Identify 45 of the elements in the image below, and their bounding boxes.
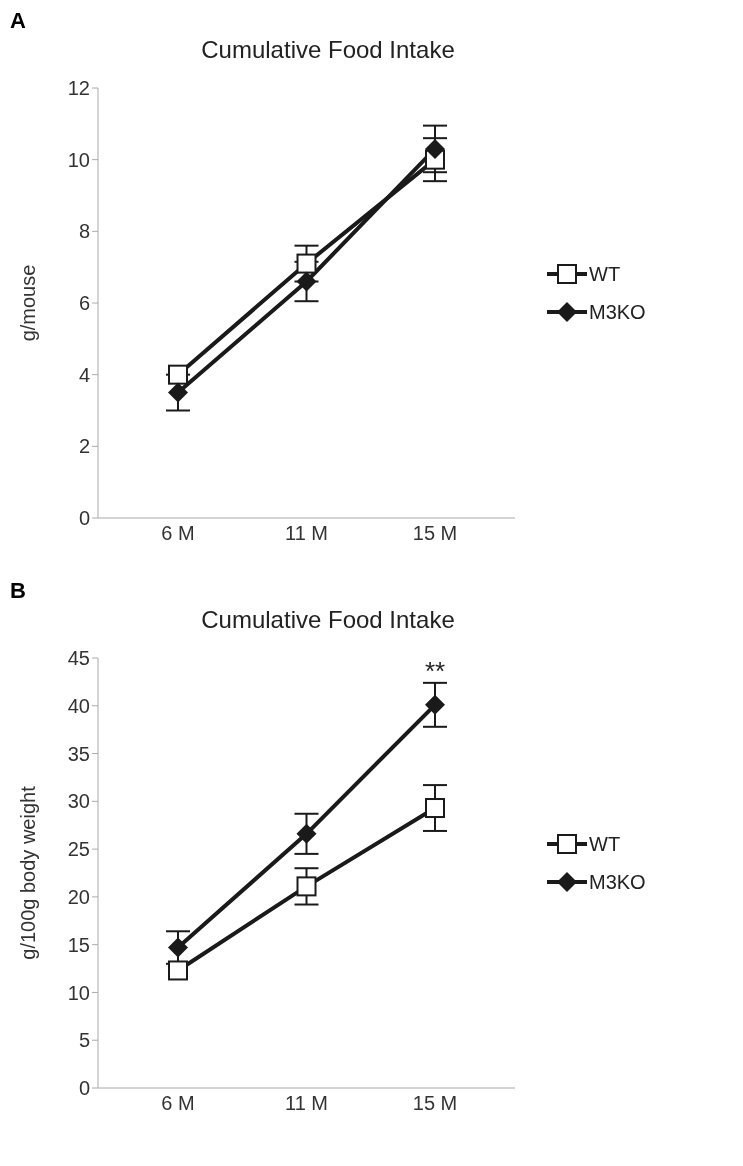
y-tick-label: 2	[78, 435, 90, 458]
x-tick-label: 6 M	[161, 1092, 195, 1115]
x-tick-label: 15 M	[412, 1092, 458, 1115]
y-tick-label: 0	[78, 1077, 90, 1100]
legend-label: WT	[589, 832, 621, 856]
point	[425, 138, 445, 159]
x-tick-label: 15 M	[412, 522, 458, 545]
text: B	[10, 578, 26, 604]
y-tick-label: 20	[67, 885, 90, 908]
y-axis-title: g/100g body weight	[17, 785, 40, 960]
point	[296, 253, 317, 274]
point	[296, 876, 317, 897]
y-tick-label: 35	[67, 742, 90, 765]
x-tick-label: 11 M	[285, 522, 328, 545]
point	[168, 364, 188, 385]
y-tick-label: 5	[78, 1029, 90, 1052]
y-tick-label: 15	[67, 933, 90, 956]
annotation: **	[423, 656, 447, 687]
y-tick-label: 10	[67, 981, 90, 1004]
legend-label: M3KO	[589, 870, 646, 894]
y-tick-label: 25	[67, 838, 90, 861]
y-tick-label: 30	[67, 790, 90, 813]
point	[425, 798, 445, 819]
x-tick-label: 11 M	[285, 1092, 328, 1115]
point	[168, 960, 188, 981]
chart-title: Cumulative Food Intake	[200, 606, 456, 634]
y-tick-label: 12	[67, 77, 90, 100]
y-axis-title: g/mouse	[17, 264, 40, 342]
y-tick-label: 4	[78, 363, 90, 386]
legend-label: WT	[589, 262, 621, 286]
y-tick-label: 10	[67, 148, 90, 171]
point	[296, 823, 317, 844]
chart-title: Cumulative Food Intake	[200, 36, 456, 64]
point	[168, 382, 188, 403]
point	[296, 271, 317, 292]
point	[425, 694, 445, 715]
y-tick-label: 40	[67, 694, 90, 717]
text: A	[10, 8, 26, 34]
y-tick-label: 6	[78, 292, 90, 315]
x-tick-label: 6 M	[161, 522, 195, 545]
y-tick-label: 0	[78, 507, 90, 530]
y-tick-label: 8	[78, 220, 90, 243]
legend-label: M3KO	[589, 300, 646, 324]
y-tick-label: 45	[67, 647, 90, 670]
point	[168, 937, 188, 958]
